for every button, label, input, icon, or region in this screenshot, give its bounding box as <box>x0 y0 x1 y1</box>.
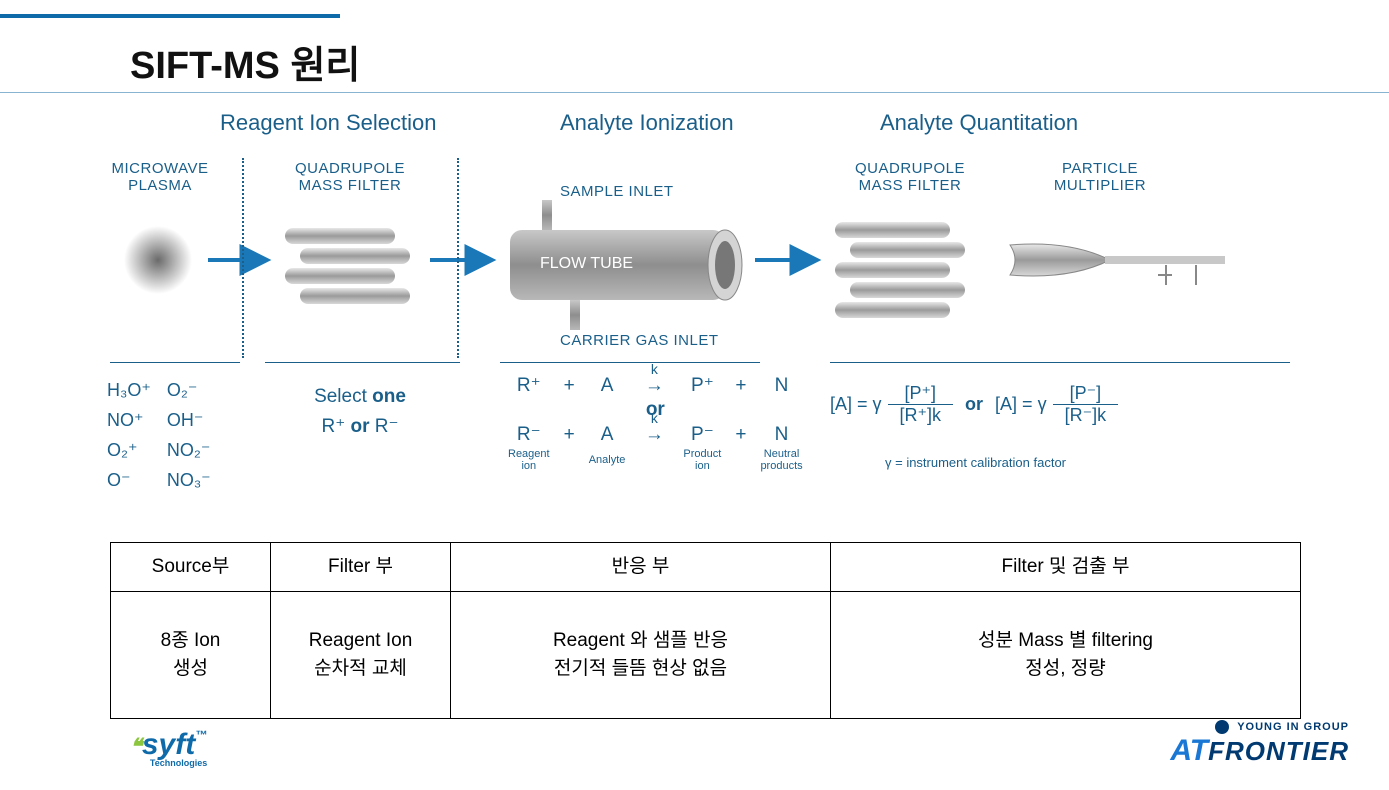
section-label-1: Reagent Ion Selection <box>220 110 437 136</box>
vdots-1 <box>242 158 244 358</box>
slide-title: SIFT-MS 원리 <box>130 34 360 89</box>
rx-cell: k→ <box>633 374 675 397</box>
atfrontier-logo: YOUNG IN GROUP ATFRONTIER <box>1170 720 1349 768</box>
principle-diagram: Reagent Ion Selection Analyte Ionization… <box>110 110 1300 530</box>
cap-carrier-inlet: CARRIER GAS INLET <box>560 332 760 349</box>
ions-list: H₃O⁺O₂⁻NO⁺OH⁻O₂⁺NO₂⁻O⁻NO₃⁻ <box>105 375 227 497</box>
rx-cell: P⁺ <box>677 374 727 397</box>
syft-logo: ❝syft™ Technologies <box>130 728 207 768</box>
title-underline <box>0 92 1389 93</box>
section-label-2: Analyte Ionization <box>560 110 734 136</box>
rx-cell: N <box>754 374 808 397</box>
hr-col3 <box>500 362 760 363</box>
at-label: AT <box>1170 734 1208 767</box>
ion-cell: OH⁻ <box>167 407 225 435</box>
hr-col4 <box>830 362 1290 363</box>
eq1-den: [R⁺]k <box>888 405 954 426</box>
table-header-cell: Source부 <box>111 543 271 592</box>
rx-cell: + <box>558 374 581 397</box>
syft-tm: ™ <box>195 728 207 742</box>
hr-col1 <box>110 362 240 363</box>
rx-cell: + <box>729 374 752 397</box>
ion-cell: O₂⁻ <box>167 377 225 405</box>
ion-cell: NO⁺ <box>107 407 165 435</box>
frontier-label: FRONTIER <box>1208 736 1349 766</box>
rx-cell: + <box>729 423 752 446</box>
quant-or: or <box>959 394 989 415</box>
ion-cell: NO₃⁻ <box>167 467 225 495</box>
eq1-lhs: [A] = γ <box>830 394 882 415</box>
ion-cell: O⁻ <box>107 467 165 495</box>
select-one: Select one R⁺ or R⁻ <box>275 382 445 443</box>
select-line2: R⁺ or R⁻ <box>321 416 398 437</box>
rx-label: Neutral products <box>754 448 808 472</box>
ion-cell: H₃O⁺ <box>107 377 165 405</box>
rx-label <box>729 448 752 472</box>
table-body-cell: Reagent Ion 순차적 교체 <box>271 592 451 719</box>
rx-label: Product ion <box>677 448 727 472</box>
rx-cell: R⁻ <box>502 423 556 446</box>
table-body-cell: 8종 Ion 생성 <box>111 592 271 719</box>
rx-label <box>633 448 675 472</box>
ion-cell: NO₂⁻ <box>167 437 225 465</box>
table-header-cell: Filter 부 <box>271 543 451 592</box>
table-header-cell: 반응 부 <box>451 543 831 592</box>
flow-tube-label: FLOW TUBE <box>540 255 633 273</box>
yig-label: YOUNG IN GROUP <box>1237 721 1349 733</box>
table-body-cell: Reagent 와 샘플 반응 전기적 들뜸 현상 없음 <box>451 592 831 719</box>
quantitation-eq: [A] = γ [P⁺][R⁺]k or [A] = γ [P⁻][R⁻]k <box>830 383 1118 426</box>
rx-label <box>558 448 581 472</box>
summary-table: Source부Filter 부반응 부Filter 및 검출 부 8종 Ion … <box>110 542 1301 719</box>
reaction-equations: R⁺+Ak→P⁺+NorR⁻+Ak→P⁻+NReagent ionAnalyte… <box>500 372 811 474</box>
accent-bar <box>0 14 340 18</box>
syft-name: syft <box>142 728 195 761</box>
eq1-num: [P⁺] <box>888 383 954 405</box>
eq2-lhs: [A] = γ <box>995 394 1047 415</box>
select-line1: Select one <box>314 386 406 407</box>
hr-col2 <box>265 362 460 363</box>
eq2-num: [P⁻] <box>1053 383 1119 405</box>
rx-cell: P⁻ <box>677 423 727 446</box>
gamma-note: γ = instrument calibration factor <box>885 455 1066 470</box>
ion-cell: O₂⁺ <box>107 437 165 465</box>
rx-cell: R⁺ <box>502 374 556 397</box>
rx-label: Analyte <box>583 448 632 472</box>
rx-cell: A <box>583 374 632 397</box>
vdots-2 <box>457 158 459 358</box>
rx-label: Reagent ion <box>502 448 556 472</box>
section-label-3: Analyte Quantitation <box>880 110 1078 136</box>
rx-cell: k→ <box>633 423 675 446</box>
rx-cell: A <box>583 423 632 446</box>
rx-cell: + <box>558 423 581 446</box>
diagram-svg <box>110 140 1300 410</box>
eq2-den: [R⁻]k <box>1053 405 1119 426</box>
table-body-cell: 성분 Mass 별 filtering 정성, 정량 <box>831 592 1301 719</box>
rx-cell: N <box>754 423 808 446</box>
table-header-cell: Filter 및 검출 부 <box>831 543 1301 592</box>
